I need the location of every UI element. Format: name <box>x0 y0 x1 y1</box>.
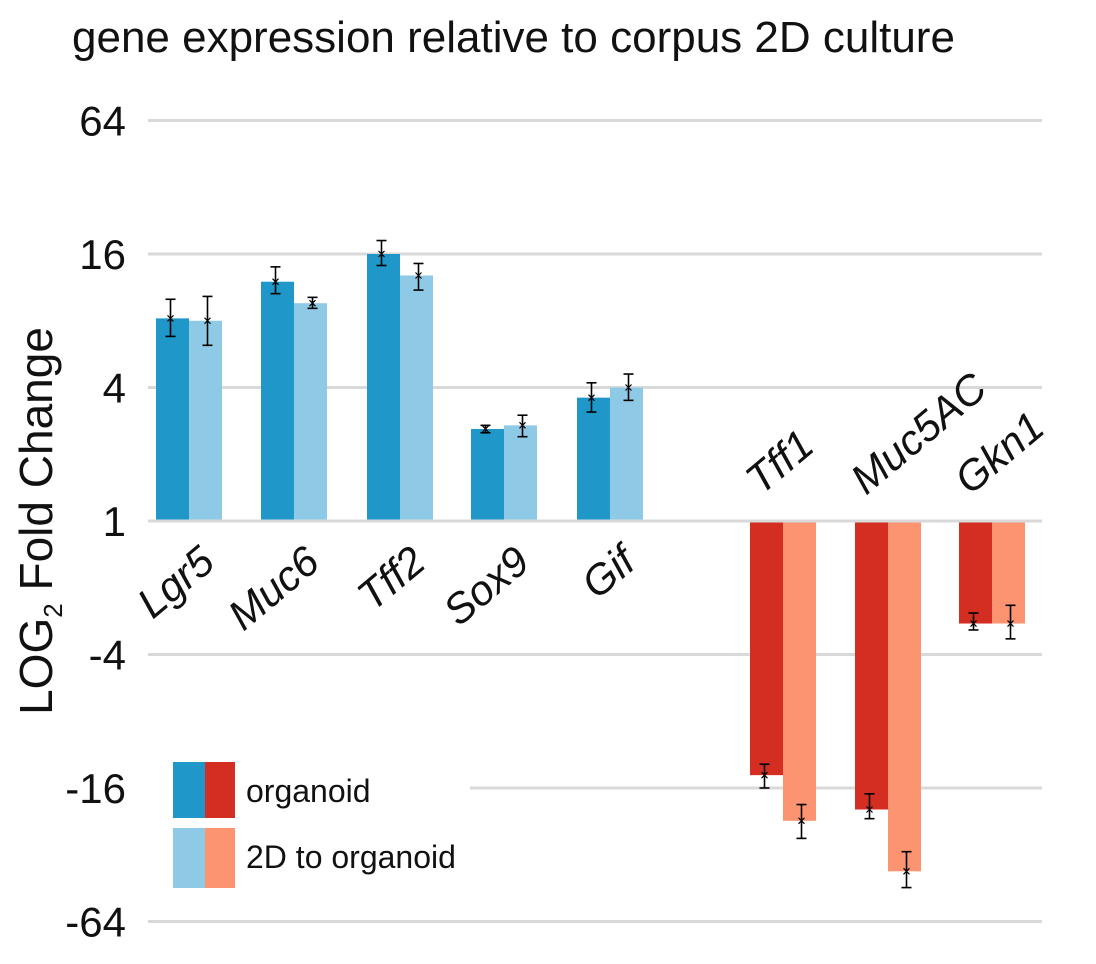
y-axis-label-suffix: Fold Change <box>10 327 62 603</box>
data-point-marker <box>798 817 805 825</box>
y-tick-label: -64 <box>65 899 126 946</box>
data-point-marker <box>415 272 422 279</box>
data-point-marker <box>588 394 595 402</box>
bar <box>888 521 921 872</box>
y-tick-label: -4 <box>89 632 126 679</box>
y-tick-label: -16 <box>65 765 126 812</box>
legend-swatch-organoid-red <box>205 762 235 818</box>
y-tick-label: 64 <box>79 98 126 145</box>
data-point-marker <box>866 806 873 813</box>
bar <box>504 425 537 521</box>
data-point-marker <box>482 425 489 433</box>
bar <box>577 397 610 521</box>
data-point-marker <box>970 620 977 627</box>
bar <box>855 521 888 810</box>
bar <box>400 275 433 521</box>
data-point-marker <box>761 771 768 779</box>
bar <box>471 428 504 521</box>
y-tick-label: 16 <box>79 231 126 278</box>
bars <box>148 254 1042 872</box>
gene-label: Muc6 <box>219 536 328 638</box>
data-point-marker <box>167 314 174 322</box>
data-point-marker <box>625 384 632 391</box>
y-tick-label: 4 <box>103 365 126 412</box>
y-axis-ticks: 64 16 4 1 -4 -16 -64 <box>65 98 126 946</box>
legend-swatch-2d-blue <box>173 828 205 888</box>
legend-swatch-organoid-blue <box>173 762 205 818</box>
data-point-marker <box>519 421 526 429</box>
gene-label: Sox9 <box>434 537 538 635</box>
gene-label: Tff2 <box>348 537 434 620</box>
data-point-marker <box>204 317 211 325</box>
bar <box>959 521 992 624</box>
y-axis-label-subscript: 2 <box>38 603 68 617</box>
data-point-marker <box>378 250 385 258</box>
y-axis-label-main: LOG <box>10 618 62 715</box>
y-axis-label: LOG2 Fold Change <box>10 327 68 715</box>
legend-swatch-2d-red <box>205 828 235 888</box>
bar <box>189 320 222 521</box>
data-point-marker <box>272 278 279 286</box>
chart-title: gene expression relative to corpus 2D cu… <box>72 13 955 62</box>
bar <box>992 521 1025 624</box>
bar <box>261 281 294 521</box>
bar <box>610 387 643 521</box>
bar <box>294 303 327 521</box>
data-point-marker <box>903 867 910 875</box>
legend-label-2d-to-organoid: 2D to organoid <box>246 839 456 875</box>
data-point-marker <box>309 299 316 307</box>
legend-label-organoid: organoid <box>246 773 371 809</box>
bar <box>783 521 816 821</box>
bar <box>750 521 783 776</box>
gene-label: Gif <box>572 534 647 607</box>
data-point-marker <box>1007 620 1014 627</box>
gene-label: Lgr5 <box>128 536 223 626</box>
bar <box>156 318 189 521</box>
gene-label: Tff1 <box>737 420 823 503</box>
y-tick-label: 1 <box>103 498 126 545</box>
error-bars <box>165 239 1016 889</box>
bar <box>367 254 400 521</box>
legend: organoid 2D to organoid <box>173 762 456 888</box>
